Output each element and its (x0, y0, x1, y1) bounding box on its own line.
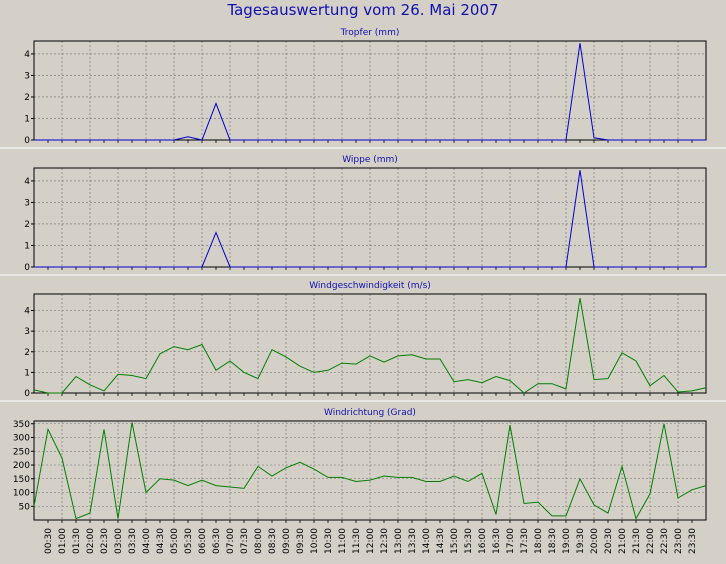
y-tick-label: 1 (24, 368, 30, 378)
series-line (34, 43, 706, 141)
x-tick-label: 10:30 (324, 528, 334, 554)
y-tick-label: 200 (13, 461, 30, 471)
chart-panel-1: Tropfer (mm) 0 1 2 3 4 (0, 28, 726, 149)
x-tick-label: 03:30 (128, 528, 138, 554)
y-tick-label: 1 (24, 241, 30, 251)
x-tick-label: 20:00 (590, 528, 600, 554)
plot-frame (33, 420, 707, 521)
x-tick-label: 23:00 (674, 528, 684, 554)
series-line (33, 298, 707, 394)
y-tick-label: 350 (13, 420, 30, 430)
series-line (34, 170, 706, 268)
x-tick-label: 01:30 (72, 528, 82, 554)
x-tick-label: 00:30 (44, 528, 54, 554)
x-tick-label: 11:00 (338, 528, 348, 554)
chart-title: Windgeschwindigkeit (m/s) (309, 281, 431, 291)
chart-panel-2: Wippe (mm) 0 1 2 3 4 (0, 155, 726, 276)
x-tick-label: 05:30 (184, 528, 194, 554)
x-tick-label: 07:30 (240, 528, 250, 554)
x-tick-label: 20:30 (604, 528, 614, 554)
x-tick-label: 23:30 (688, 528, 698, 554)
x-tick-label: 01:00 (58, 528, 68, 554)
x-tick-label: 14:30 (436, 528, 446, 554)
x-tick-label: 10:00 (310, 528, 320, 554)
chart-title: Windrichtung (Grad) (324, 408, 416, 418)
x-tick-label: 05:00 (170, 528, 180, 554)
series-line (33, 422, 707, 520)
x-tick-label: 13:30 (408, 528, 418, 554)
x-tick-label: 06:00 (198, 528, 208, 554)
x-tick-label: 08:30 (268, 528, 278, 554)
x-tick-label: 18:00 (534, 528, 544, 554)
y-tick-label: 3 (24, 198, 30, 208)
x-tick-label: 22:30 (660, 528, 670, 554)
y-tick-label: 50 (19, 502, 31, 512)
y-tick-label: 0 (24, 136, 30, 146)
x-tick-label: 04:00 (142, 528, 152, 554)
x-tick-label: 19:30 (576, 528, 586, 554)
x-tick-label: 21:00 (618, 528, 628, 554)
y-tick-label: 250 (13, 447, 30, 457)
x-tick-label: 08:00 (254, 528, 264, 554)
y-tick-label: 1 (24, 114, 30, 124)
y-tick-label: 2 (24, 348, 30, 358)
x-tick-label: 12:30 (380, 528, 390, 554)
chart-panel-4: Windrichtung (Grad) 50 100 150 200 250 300 350 (13, 408, 707, 523)
x-tick-label: 18:30 (548, 528, 558, 554)
x-tick-label: 13:00 (394, 528, 404, 554)
x-tick-label: 03:00 (114, 528, 124, 554)
chart-title: Tropfer (mm) (340, 28, 400, 38)
x-tick-label: 04:30 (156, 528, 166, 554)
x-tick-label: 17:00 (506, 528, 516, 554)
y-tick-label: 300 (13, 434, 30, 444)
x-tick-label: 07:00 (226, 528, 236, 554)
x-tick-label: 09:30 (296, 528, 306, 554)
y-tick-label: 4 (24, 50, 30, 60)
chart-panel-3: Windgeschwindigkeit (m/s) 0 1 2 3 4 (0, 281, 726, 402)
x-tick-label: 02:30 (100, 528, 110, 554)
y-tick-label: 2 (24, 220, 30, 230)
x-tick-label: 14:00 (422, 528, 432, 554)
x-tick-label: 09:00 (282, 528, 292, 554)
y-tick-label: 4 (24, 177, 30, 187)
y-tick-label: 4 (24, 307, 30, 317)
chart-title: Wippe (mm) (342, 155, 398, 165)
x-tick-label: 16:00 (478, 528, 488, 554)
x-tick-label: 15:00 (450, 528, 460, 554)
y-tick-label: 100 (13, 489, 30, 499)
x-tick-label: 21:30 (632, 528, 642, 554)
x-tick-label: 11:30 (352, 528, 362, 554)
x-tick-label: 02:00 (86, 528, 96, 554)
y-tick-label: 3 (24, 71, 30, 81)
x-tick-label: 19:00 (562, 528, 572, 554)
x-tick-label: 17:30 (520, 528, 530, 554)
y-tick-label: 150 (13, 475, 30, 485)
x-tick-label: 16:30 (492, 528, 502, 554)
y-tick-label: 2 (24, 93, 30, 103)
x-tick-label: 06:30 (212, 528, 222, 554)
x-tick-label: 12:00 (366, 528, 376, 554)
x-tick-label: 15:30 (464, 528, 474, 554)
y-tick-label: 0 (24, 263, 30, 273)
page-title: Tagesauswertung vom 26. Mai 2007 (227, 1, 499, 19)
y-tick-label: 0 (24, 389, 30, 399)
x-tick-label: 22:00 (646, 528, 656, 554)
plot-frame (33, 293, 707, 394)
y-tick-label: 3 (24, 327, 30, 337)
